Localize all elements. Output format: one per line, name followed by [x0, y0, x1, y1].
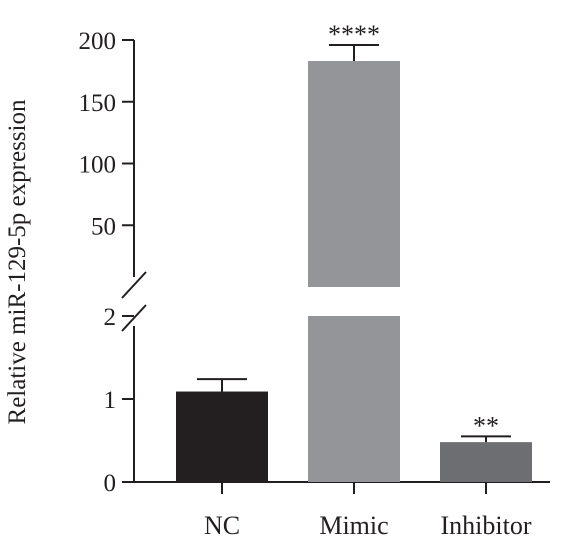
bars: [176, 43, 532, 482]
bar-lower-segment: [308, 316, 400, 482]
axis-break-mark: [121, 304, 147, 332]
significance-label: **: [473, 411, 499, 440]
y-tick-label: 0: [104, 470, 117, 497]
y-tick-label: 50: [91, 213, 116, 240]
tick-labels: 50 100 150 200 0 1 2 NC Mimic **** Inhibitor **: [79, 20, 532, 540]
y-tick-label: 1: [104, 387, 117, 414]
bar: [176, 391, 268, 482]
axis-break-mark: [121, 271, 147, 299]
y-axis-label: Relative miR-129-5p expression: [4, 99, 31, 424]
bar: [440, 442, 532, 482]
y-tick-label: 2: [104, 304, 117, 331]
y-tick-label: 150: [79, 90, 117, 117]
x-tick-label: Mimic: [319, 511, 388, 540]
x-tick-label: NC: [204, 511, 240, 540]
y-tick-label: 200: [79, 28, 117, 55]
y-tick-label: 100: [79, 152, 117, 179]
significance-label: ****: [328, 20, 380, 49]
x-tick-label: Inhibitor: [441, 511, 532, 540]
bar: [308, 60, 400, 288]
